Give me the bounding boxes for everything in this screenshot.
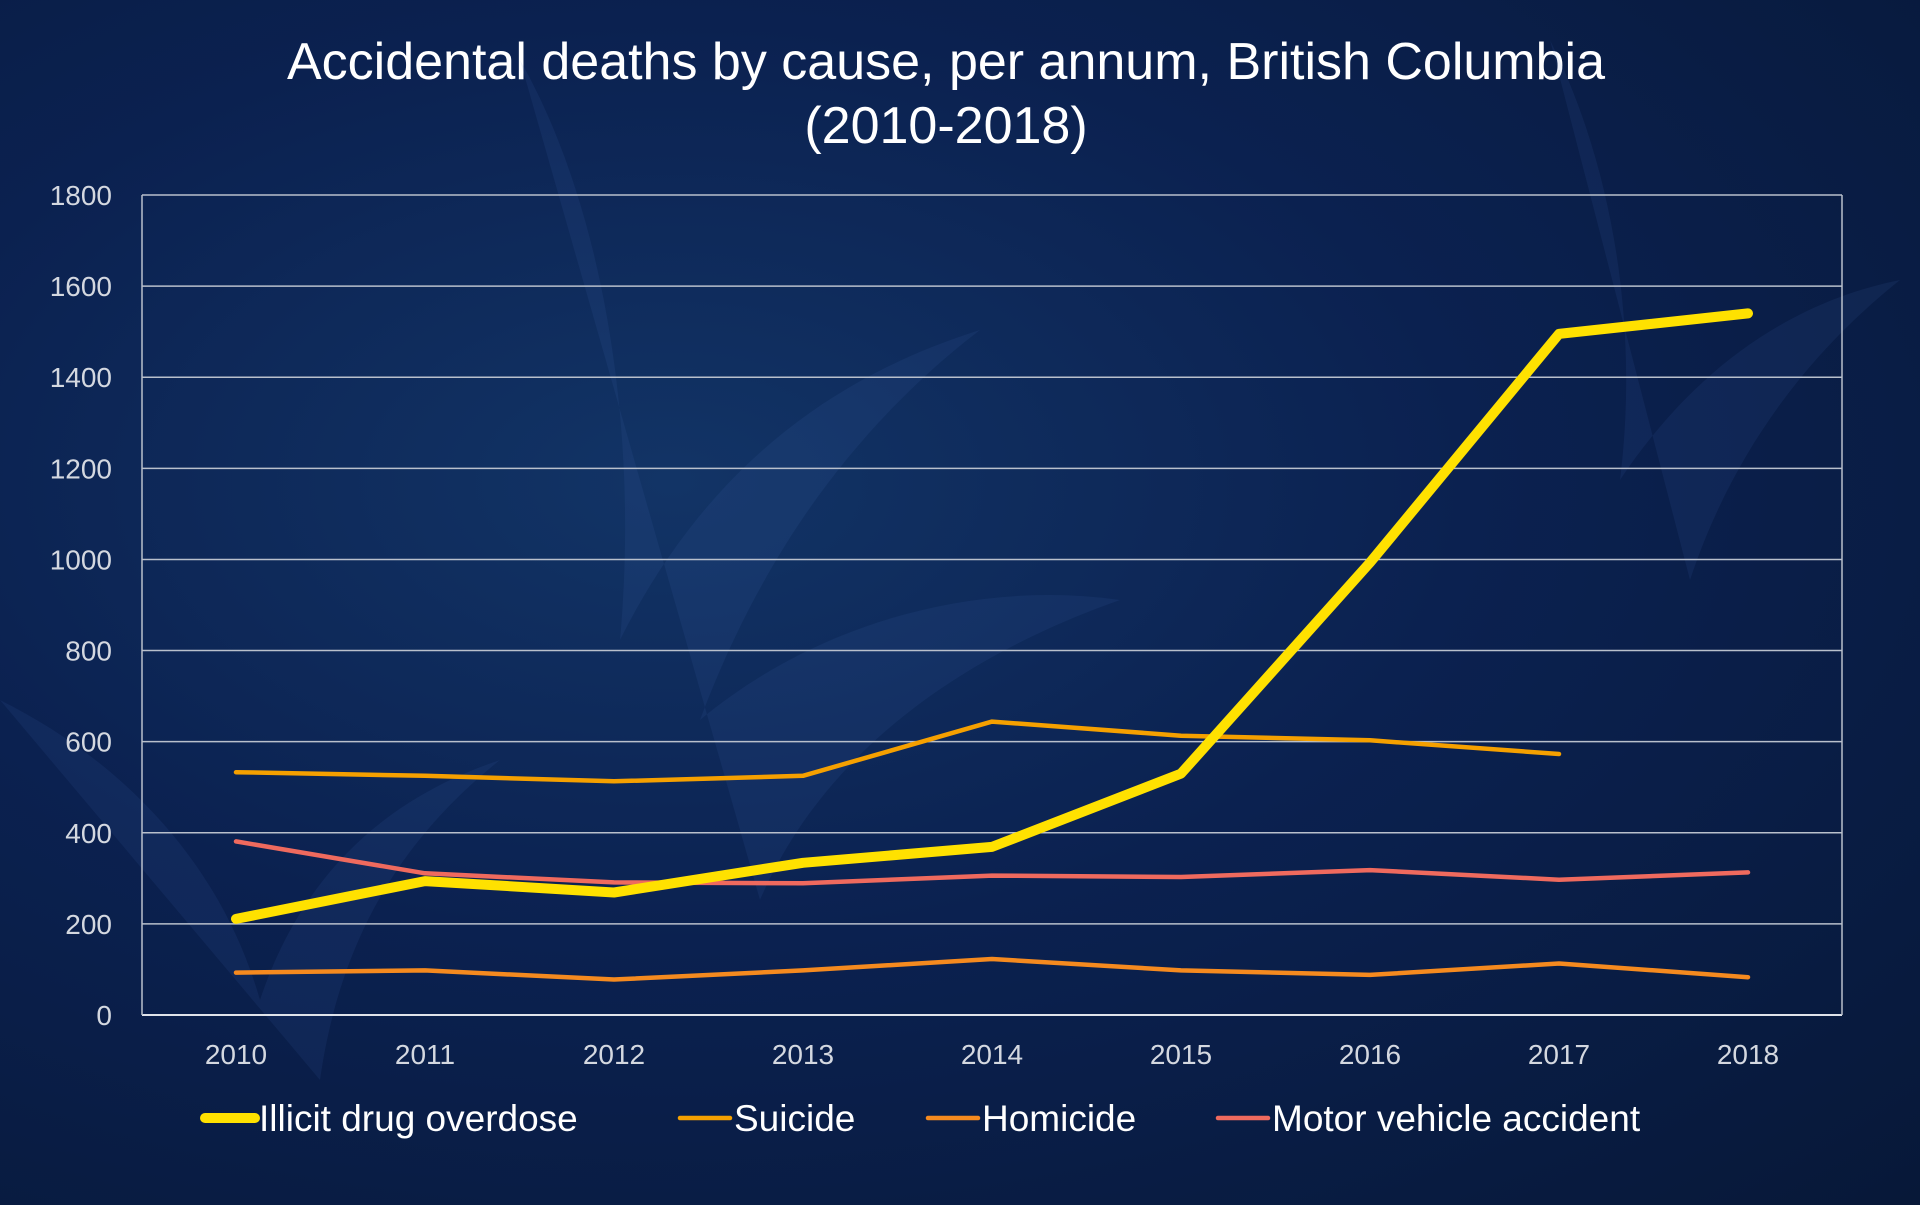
series-line-motor-vehicle-accident bbox=[233, 839, 1751, 886]
chart-title: Accidental deaths by cause, per annum, B… bbox=[0, 30, 1892, 158]
y-tick-label-400: 400 bbox=[65, 818, 112, 849]
legend-label-suicide: Suicide bbox=[734, 1098, 855, 1139]
legend: Illicit drug overdose Suicide Homicide Moto… bbox=[200, 1098, 1641, 1139]
x-tick-label-2014: 2014 bbox=[961, 1039, 1023, 1070]
y-tick-label-0: 0 bbox=[96, 1000, 112, 1031]
legend-label-illicit-drug-overdose: Illicit drug overdose bbox=[259, 1098, 578, 1139]
y-tick-label-1200: 1200 bbox=[50, 453, 112, 484]
legend-label-homicide: Homicide bbox=[982, 1098, 1136, 1139]
y-tick-label-1800: 1800 bbox=[50, 180, 112, 211]
x-tick-label-2015: 2015 bbox=[1150, 1039, 1212, 1070]
series-line-homicide bbox=[233, 956, 1751, 982]
x-tick-label-2012: 2012 bbox=[583, 1039, 645, 1070]
grid-lines bbox=[141, 194, 1843, 1016]
legend-item-motor-vehicle-accident: Motor vehicle accident bbox=[1215, 1098, 1641, 1139]
x-tick-label-2016: 2016 bbox=[1339, 1039, 1401, 1070]
chart-title-line-1: Accidental deaths by cause, per annum, B… bbox=[286, 33, 1606, 91]
x-tick-label-2010: 2010 bbox=[205, 1039, 267, 1070]
series-lines bbox=[231, 308, 1753, 982]
legend-item-suicide: Suicide bbox=[677, 1098, 855, 1139]
x-tick-label-2017: 2017 bbox=[1528, 1039, 1590, 1070]
x-tick-label-2013: 2013 bbox=[772, 1039, 834, 1070]
x-tick-label-2011: 2011 bbox=[395, 1039, 455, 1070]
series-line-illicit-drug-overdose bbox=[231, 308, 1753, 924]
series-line-suicide bbox=[233, 719, 1562, 784]
y-tick-label-1400: 1400 bbox=[50, 362, 112, 393]
y-axis-tick-labels: 0 200 400 600 800 1000 1200 1400 1600 1800 bbox=[50, 180, 112, 1031]
background-leaf-decoration bbox=[0, 40, 1900, 1080]
y-tick-label-800: 800 bbox=[65, 636, 112, 667]
y-tick-label-1000: 1000 bbox=[50, 544, 112, 575]
y-tick-label-200: 200 bbox=[65, 909, 112, 940]
legend-label-motor-vehicle-accident: Motor vehicle accident bbox=[1272, 1098, 1641, 1139]
y-tick-label-1600: 1600 bbox=[50, 271, 112, 302]
x-axis-tick-labels: 2010 2011 2012 2013 2014 2015 2016 2017 2018 bbox=[205, 1039, 1779, 1070]
chart-title-line-2: (2010-2018) bbox=[804, 97, 1088, 155]
legend-item-homicide: Homicide bbox=[925, 1098, 1136, 1139]
legend-item-illicit-drug-overdose: Illicit drug overdose bbox=[200, 1098, 578, 1139]
y-tick-label-600: 600 bbox=[65, 727, 112, 758]
x-tick-label-2018: 2018 bbox=[1717, 1039, 1779, 1070]
